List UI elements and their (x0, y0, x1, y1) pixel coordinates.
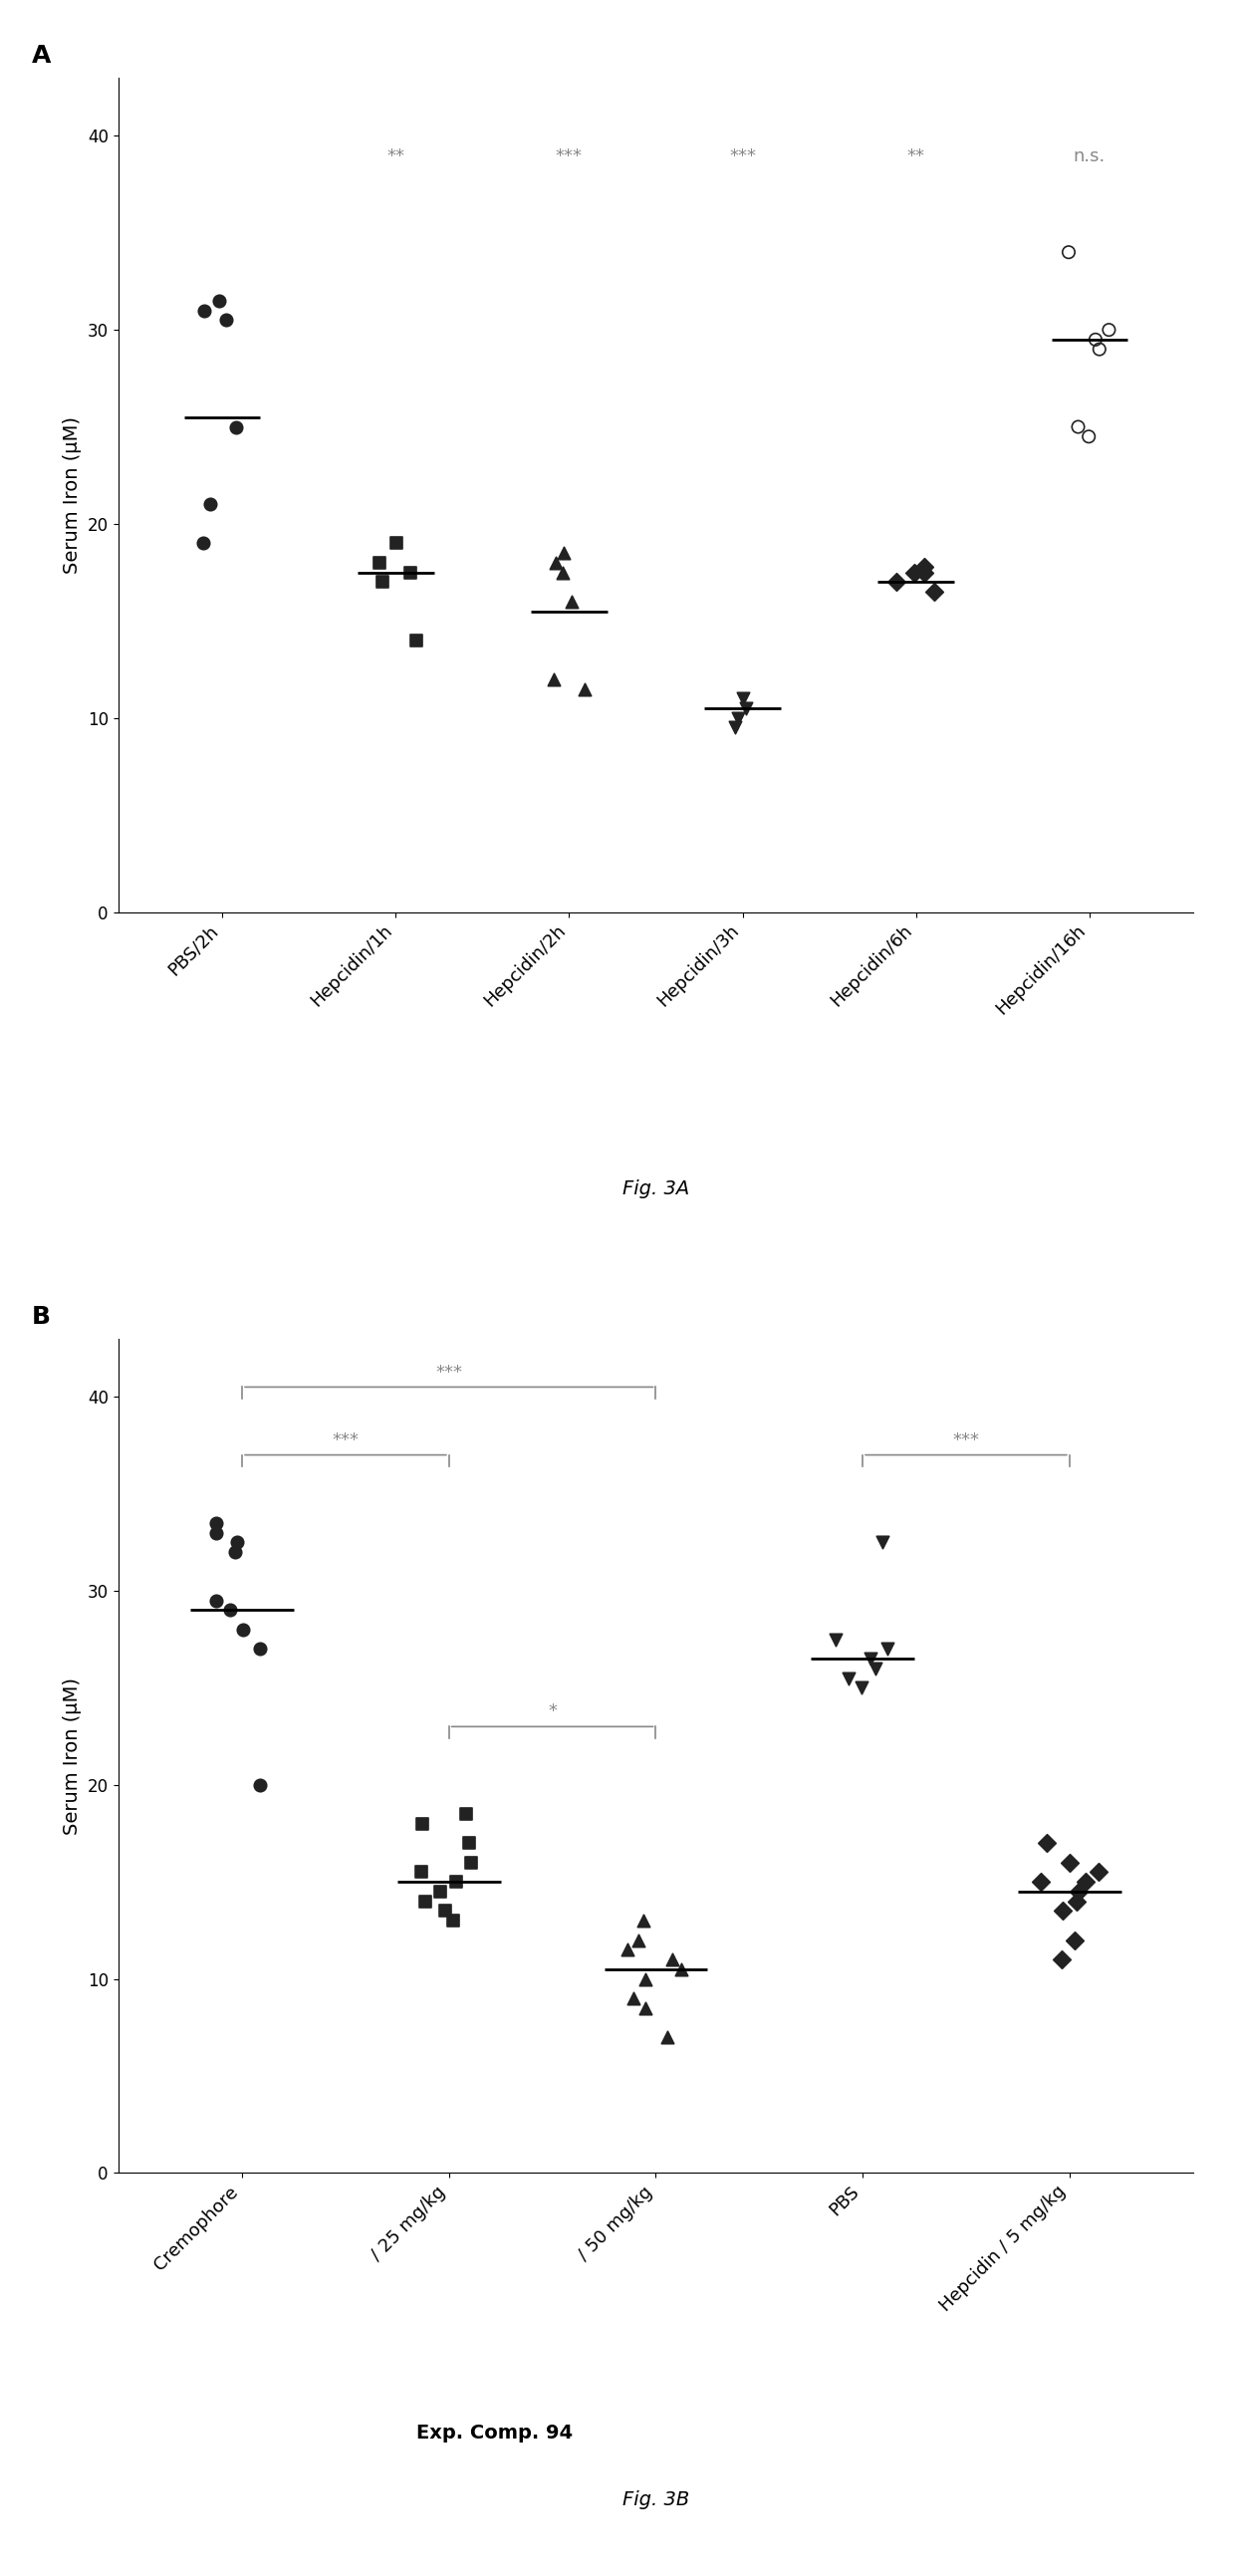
Point (1067, 1880, 1087, 1922)
Point (227, 1522, 247, 1564)
Text: n.s.: n.s. (1073, 147, 1105, 165)
Point (663, 1940, 683, 1981)
Point (924, 572, 944, 613)
Point (1079, 415, 1099, 456)
Point (457, 1793, 477, 1834)
Point (826, 1618, 846, 1659)
Point (226, 407, 246, 448)
Point (1031, 1862, 1051, 1904)
Point (251, 1628, 270, 1669)
Point (543, 659, 563, 701)
Point (206, 1512, 226, 1553)
Point (618, 1929, 637, 1971)
Point (412, 1803, 432, 1844)
Point (574, 667, 594, 708)
Point (206, 1579, 226, 1620)
Point (416, 1880, 436, 1922)
Point (216, 299, 236, 340)
Point (370, 541, 390, 582)
Point (725, 706, 745, 747)
Point (200, 484, 220, 526)
Point (671, 1947, 690, 1989)
Point (905, 551, 925, 592)
Text: **: ** (906, 147, 925, 165)
Point (1099, 309, 1119, 350)
Point (546, 541, 566, 582)
Point (387, 523, 406, 564)
Text: Fig. 3B: Fig. 3B (622, 2491, 689, 2509)
Text: Exp. Comp. 94: Exp. Comp. 94 (416, 2424, 573, 2442)
Point (839, 1656, 858, 1698)
Point (1065, 1919, 1084, 1960)
Point (729, 698, 748, 739)
Text: Fig. 3A: Fig. 3A (622, 1180, 689, 1198)
Point (635, 1989, 655, 2030)
Point (1037, 1821, 1057, 1862)
Point (1060, 1842, 1079, 1883)
Text: ***: *** (556, 147, 583, 165)
Point (872, 1522, 892, 1564)
Point (732, 677, 752, 719)
Point (624, 1978, 643, 2020)
Text: **: ** (387, 147, 405, 165)
Point (866, 1649, 885, 1690)
Point (1058, 232, 1078, 273)
Point (555, 533, 574, 574)
Point (446, 1862, 466, 1904)
Point (249, 1765, 269, 1806)
Point (562, 582, 582, 623)
Text: *: * (548, 1703, 557, 1721)
Point (430, 1870, 450, 1911)
Point (1086, 319, 1105, 361)
Point (657, 2017, 677, 2058)
Point (887, 562, 906, 603)
Text: A: A (32, 44, 52, 67)
Point (411, 1852, 431, 1893)
Point (634, 1901, 653, 1942)
Point (553, 551, 573, 592)
Point (914, 546, 934, 587)
Point (1053, 1891, 1073, 1932)
Point (861, 1638, 881, 1680)
Point (373, 562, 393, 603)
Point (736, 688, 756, 729)
Point (461, 1842, 480, 1883)
Point (194, 291, 214, 332)
Point (443, 1901, 463, 1942)
Point (1088, 1852, 1108, 1893)
Y-axis label: Serum Iron (μM): Serum Iron (μM) (63, 417, 82, 574)
Point (629, 1919, 648, 1960)
Text: ***: *** (332, 1432, 359, 1450)
Point (459, 1821, 479, 1862)
Point (400, 551, 420, 592)
Point (226, 1530, 246, 1571)
Point (194, 523, 214, 564)
Y-axis label: Serum Iron (μM): Serum Iron (μM) (63, 1677, 82, 1834)
Point (1068, 1870, 1088, 1911)
Text: B: B (32, 1306, 51, 1329)
Point (1089, 330, 1109, 371)
Point (914, 551, 934, 592)
Point (636, 1958, 656, 1999)
Point (1076, 1862, 1095, 1904)
Point (852, 1667, 872, 1708)
Point (878, 1628, 898, 1669)
Point (209, 281, 228, 322)
Point (406, 621, 426, 662)
Text: ***: *** (729, 147, 756, 165)
Point (1051, 1940, 1071, 1981)
Point (1068, 407, 1088, 448)
Text: ***: *** (952, 1432, 979, 1450)
Point (435, 1891, 454, 1932)
Point (233, 1610, 253, 1651)
Text: ***: *** (436, 1363, 462, 1381)
Point (220, 1589, 240, 1631)
Point (206, 1502, 226, 1543)
